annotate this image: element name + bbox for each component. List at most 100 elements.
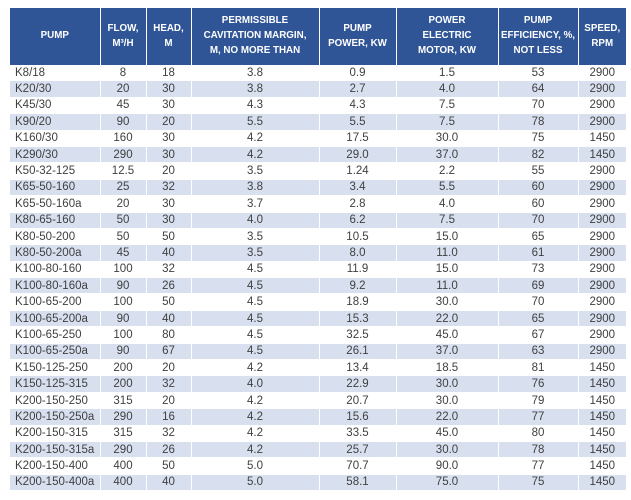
cell-cavitation: 4.5 — [190, 343, 319, 361]
cell-cavitation: 3.8 — [190, 65, 319, 82]
cell-speed: 1450 — [577, 359, 626, 377]
cell-cavitation: 4.0 — [190, 375, 319, 393]
table-header: PUMP FLOW, M³/H HEAD, M PERMISSIBLE CAVITATION… — [10, 8, 626, 65]
cell-flow: 8 — [99, 65, 146, 82]
cell-motor-power: 90.0 — [395, 457, 498, 475]
cell-efficiency: 53 — [497, 65, 578, 82]
cell-head: 40 — [145, 474, 191, 492]
cell-head: 20 — [145, 392, 191, 410]
cell-flow: 100 — [99, 326, 146, 344]
cell-motor-power: 7.5 — [395, 212, 498, 229]
cell-head: 32 — [145, 179, 191, 197]
cell-efficiency: 70 — [497, 212, 578, 229]
pump-name-cell: K200-150-400a — [10, 474, 100, 492]
pump-name-cell: K65-50-160 — [10, 179, 100, 197]
cell-efficiency: 60 — [497, 179, 578, 197]
cell-speed: 2900 — [577, 326, 626, 344]
cell-motor-power: 7.5 — [395, 113, 498, 131]
cell-efficiency: 78 — [497, 441, 578, 459]
cell-flow: 90 — [99, 277, 146, 295]
cell-speed: 1450 — [577, 130, 626, 147]
cell-cavitation: 4.5 — [190, 277, 319, 295]
cell-speed: 2900 — [577, 244, 626, 262]
cell-flow: 400 — [99, 457, 146, 475]
pump-name-cell: K80-50-200a — [10, 244, 100, 262]
cell-speed: 1450 — [577, 146, 626, 164]
cell-head: 50 — [145, 293, 191, 311]
pump-name-cell: K200-150-315 — [10, 425, 100, 442]
cell-pump-power: 2.8 — [318, 195, 396, 213]
cell-head: 20 — [145, 359, 191, 377]
table-body: K8/18 8 18 3.8 0.9 1.5 53 2900 K20/30 20 30 3.8 2.7 4… — [10, 65, 626, 492]
cell-cavitation: 3.8 — [190, 80, 319, 98]
table-row: K100-65-200a 90 40 4.5 15.3 22.0 65 2900 — [10, 310, 626, 328]
cell-speed: 2900 — [577, 228, 626, 246]
pump-name-cell: K150-125-250 — [10, 359, 100, 377]
cell-speed: 2900 — [577, 65, 626, 82]
cell-head: 18 — [145, 65, 191, 82]
column-header-head: HEAD, M — [145, 8, 191, 65]
cell-head: 30 — [145, 97, 191, 115]
cell-efficiency: 69 — [497, 277, 578, 295]
pump-name-cell: K45/30 — [10, 97, 100, 115]
pump-name-cell: K100-65-250 — [10, 326, 100, 344]
cell-efficiency: 78 — [497, 113, 578, 131]
cell-motor-power: 37.0 — [395, 146, 498, 164]
cell-flow: 12.5 — [99, 162, 146, 180]
cell-motor-power: 30.0 — [395, 130, 498, 147]
pump-name-cell: K50-32-125 — [10, 162, 100, 180]
cell-speed: 2900 — [577, 343, 626, 361]
pump-name-cell: K80-65-160 — [10, 212, 100, 229]
cell-cavitation: 4.5 — [190, 293, 319, 311]
cell-efficiency: 75 — [497, 130, 578, 147]
cell-pump-power: 1.24 — [318, 162, 396, 180]
pump-name-cell: K200-150-250a — [10, 408, 100, 426]
pump-name-cell: K90/20 — [10, 113, 100, 131]
cell-motor-power: 30.0 — [395, 375, 498, 393]
table-row: K80-50-200a 45 40 3.5 8.0 11.0 61 2900 — [10, 244, 626, 262]
cell-pump-power: 18.9 — [318, 293, 396, 311]
table-row: K160/30 160 30 4.2 17.5 30.0 75 1450 — [10, 130, 626, 147]
cell-head: 30 — [145, 80, 191, 98]
pump-name-cell: K8/18 — [10, 65, 100, 82]
cell-efficiency: 80 — [497, 425, 578, 442]
cell-cavitation: 5.0 — [190, 457, 319, 475]
cell-motor-power: 15.0 — [395, 228, 498, 246]
cell-pump-power: 8.0 — [318, 244, 396, 262]
pump-name-cell: K200-150-400 — [10, 457, 100, 475]
cell-cavitation: 4.3 — [190, 97, 319, 115]
cell-pump-power: 20.7 — [318, 392, 396, 410]
cell-pump-power: 29.0 — [318, 146, 396, 164]
cell-head: 32 — [145, 261, 191, 279]
cell-motor-power: 30.0 — [395, 293, 498, 311]
cell-motor-power: 37.0 — [395, 343, 498, 361]
cell-efficiency: 70 — [497, 97, 578, 115]
cell-speed: 2900 — [577, 179, 626, 197]
cell-motor-power: 4.0 — [395, 195, 498, 213]
cell-pump-power: 15.3 — [318, 310, 396, 328]
table-row: K80-65-160 50 30 4.0 6.2 7.5 70 2900 — [10, 212, 626, 229]
table-row: K100-65-250a 90 67 4.5 26.1 37.0 63 2900 — [10, 343, 626, 361]
cell-cavitation: 4.2 — [190, 146, 319, 164]
cell-motor-power: 30.0 — [395, 441, 498, 459]
pump-name-cell: K100-65-200a — [10, 310, 100, 328]
cell-cavitation: 3.5 — [190, 244, 319, 262]
cell-speed: 2900 — [577, 261, 626, 279]
cell-head: 30 — [145, 146, 191, 164]
pump-name-cell: K200-150-250 — [10, 392, 100, 410]
table-row: K8/18 8 18 3.8 0.9 1.5 53 2900 — [10, 65, 626, 82]
cell-motor-power: 11.0 — [395, 277, 498, 295]
cell-cavitation: 4.5 — [190, 326, 319, 344]
pump-name-cell: K100-80-160 — [10, 261, 100, 279]
table-row: K200-150-250a 290 16 4.2 15.6 22.0 77 1450 — [10, 408, 626, 426]
cell-cavitation: 5.0 — [190, 474, 319, 492]
cell-speed: 2900 — [577, 212, 626, 229]
pump-name-cell: K65-50-160a — [10, 195, 100, 213]
cell-efficiency: 55 — [497, 162, 578, 180]
cell-flow: 90 — [99, 310, 146, 328]
cell-pump-power: 70.7 — [318, 457, 396, 475]
cell-motor-power: 45.0 — [395, 425, 498, 442]
cell-motor-power: 2.2 — [395, 162, 498, 180]
cell-flow: 290 — [99, 441, 146, 459]
cell-flow: 45 — [99, 97, 146, 115]
